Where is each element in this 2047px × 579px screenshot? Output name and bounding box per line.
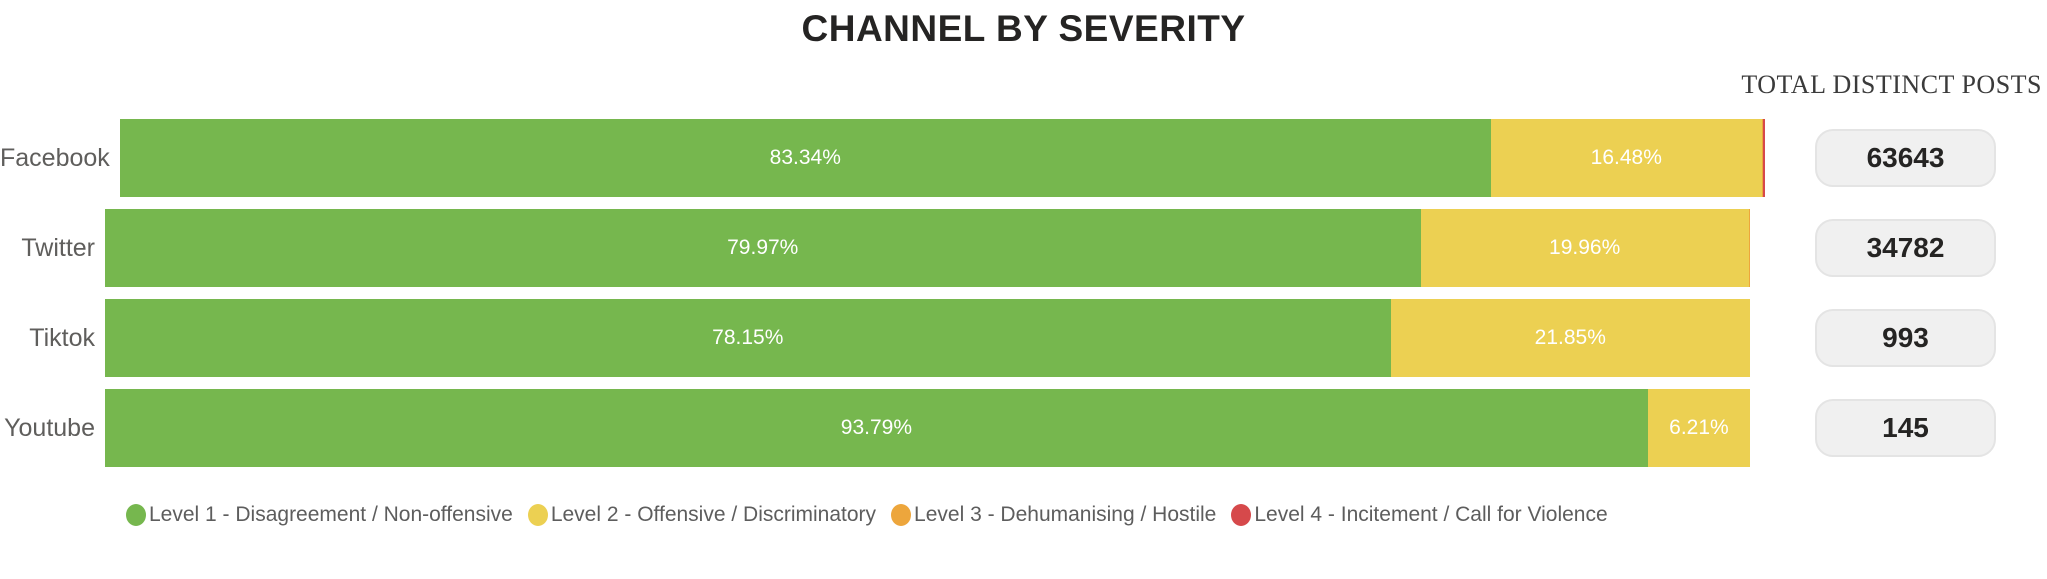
segment-level1[interactable]: 79.97% (105, 209, 1421, 287)
segment-level2[interactable]: 6.21% (1647, 389, 1750, 467)
total-posts-badge: 34782 (1815, 219, 1996, 277)
segment-value-label: 79.97% (727, 236, 799, 259)
legend-item-level2[interactable]: Level 2 - Offensive / Discriminatory (527, 503, 877, 527)
legend-label: Level 3 - Dehumanising / Hostile (914, 503, 1217, 526)
chart-title: CHANNEL BY SEVERITY (801, 8, 1246, 49)
segment-level4[interactable] (1763, 119, 1765, 197)
legend: Level 1 - Disagreement / Non-offensive L… (126, 503, 1608, 527)
legend-item-level4[interactable]: Level 4 - Incitement / Call for Violence (1231, 503, 1608, 527)
legend-label: Level 4 - Incitement / Call for Violence (1254, 503, 1608, 526)
category-label: Twitter (21, 233, 95, 262)
total-posts-badge: 993 (1815, 309, 1996, 367)
chart-row-twitter: Twitter 79.97% 19.96% 34782 (0, 208, 2047, 288)
category-label: Tiktok (29, 323, 95, 352)
segment-value-label: 78.15% (712, 326, 784, 349)
legend-label: Level 1 - Disagreement / Non-offensive (149, 503, 513, 526)
segment-level2[interactable]: 16.48% (1490, 119, 1762, 197)
stacked-bar: 93.79% 6.21% (105, 389, 1750, 467)
totals-column-header: TOTAL DISTINCT POSTS (1741, 70, 2042, 99)
segment-level3[interactable] (1761, 119, 1764, 197)
chart-rows: Facebook 83.34% 16.48% 63643 Twitter 79.… (0, 118, 2047, 478)
category-label: Youtube (4, 413, 95, 442)
legend-dot-level2-icon (527, 504, 548, 526)
segment-value-label: 19.96% (1549, 236, 1621, 259)
segment-value-label: 83.34% (769, 146, 841, 169)
segment-level1[interactable]: 78.15% (105, 299, 1391, 377)
chart-row-facebook: Facebook 83.34% 16.48% 63643 (0, 118, 2047, 198)
segment-value-label: 21.85% (1534, 326, 1606, 349)
segment-value-label: 6.21% (1669, 416, 1729, 439)
segment-level2[interactable]: 19.96% (1420, 209, 1749, 287)
legend-dot-level3-icon (891, 504, 912, 526)
stacked-bar: 83.34% 16.48% (119, 119, 1765, 197)
legend-dot-level4-icon (1231, 504, 1252, 526)
chart-row-youtube: Youtube 93.79% 6.21% 145 (0, 388, 2047, 468)
category-label: Facebook (0, 143, 110, 172)
segment-level3[interactable] (1748, 209, 1750, 287)
legend-dot-level1-icon (126, 504, 146, 526)
total-posts-badge: 63643 (1815, 129, 1996, 187)
segment-value-label: 93.79% (840, 416, 913, 439)
legend-item-level1[interactable]: Level 1 - Disagreement / Non-offensive (126, 503, 513, 527)
segment-value-label: 16.48% (1590, 146, 1662, 169)
segment-level1[interactable]: 93.79% (105, 389, 1648, 467)
total-posts-badge: 145 (1815, 399, 1996, 457)
stacked-bar: 79.97% 19.96% (105, 209, 1750, 287)
chart-row-tiktok: Tiktok 78.15% 21.85% 993 (0, 298, 2047, 378)
segment-level2[interactable]: 21.85% (1390, 299, 1750, 377)
legend-label: Level 2 - Offensive / Discriminatory (550, 503, 877, 526)
legend-item-level3[interactable]: Level 3 - Dehumanising / Hostile (891, 503, 1216, 527)
stacked-bar: 78.15% 21.85% (105, 299, 1750, 377)
segment-level1[interactable]: 83.34% (119, 119, 1491, 197)
